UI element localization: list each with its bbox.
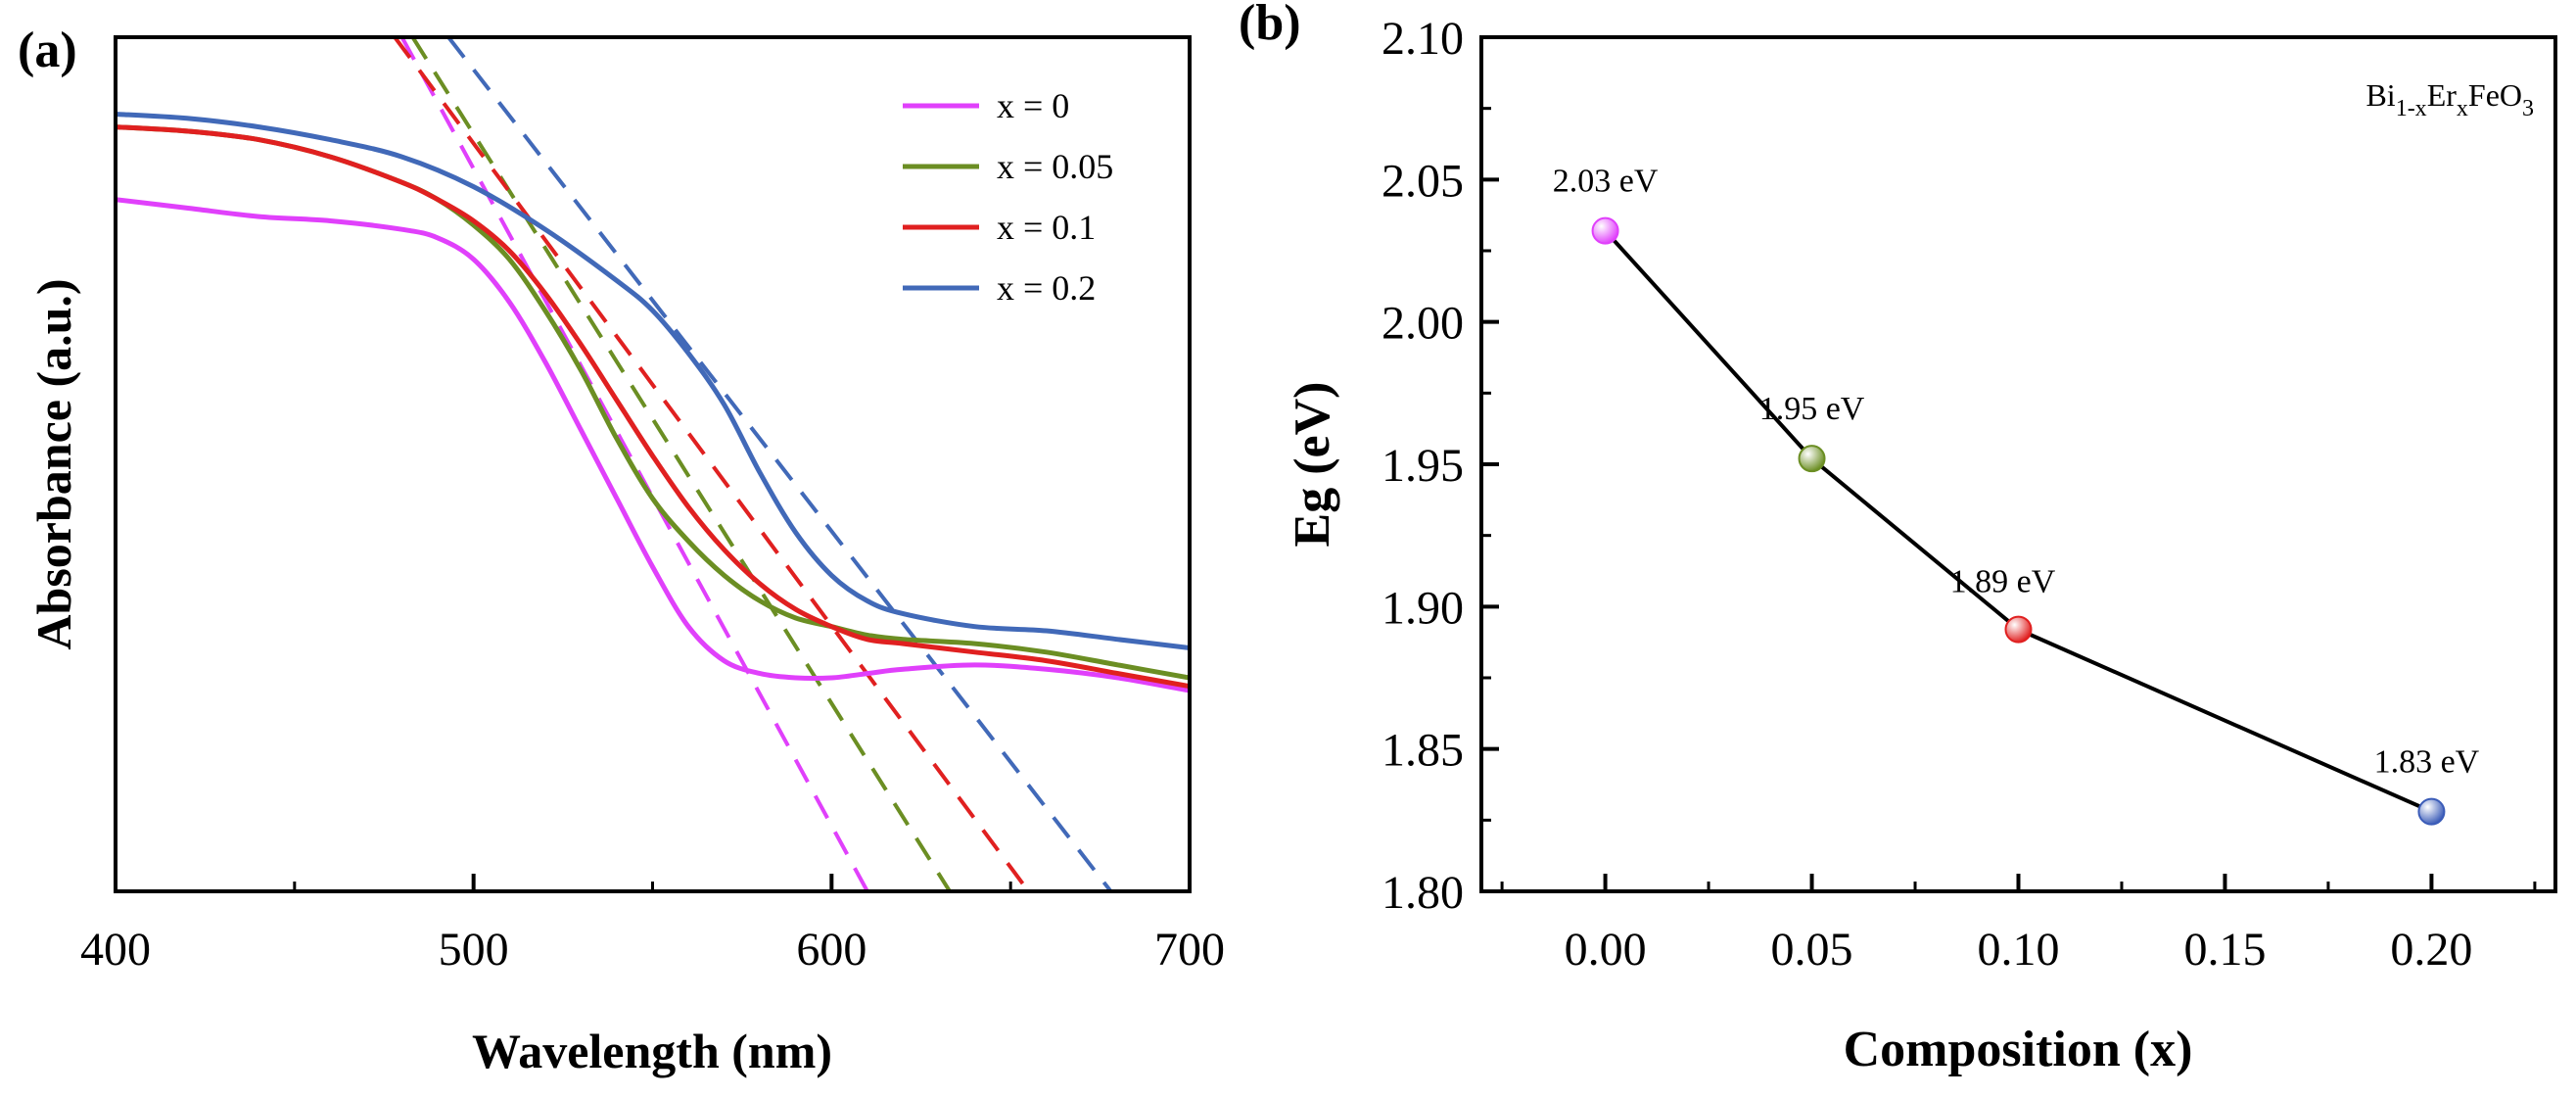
panel-b-plot: 2.03 eV 1.95 eV 1.89 eV 1.83 eV (1553, 164, 2480, 826)
eg-value-label-0: 2.03 eV (1553, 164, 1659, 200)
tangent-line-0 (399, 37, 869, 891)
eg-point-3 (2417, 797, 2446, 826)
legend-label-3: x = 0.2 (997, 268, 1096, 308)
b-x-tick-label-1: 0.05 (1771, 924, 1853, 976)
tangent-line-1 (410, 37, 952, 891)
b-y-tick-label-5: 2.05 (1382, 155, 1464, 207)
legend-label-0: x = 0 (997, 86, 1069, 125)
b-y-tick-label-2: 1.90 (1382, 582, 1464, 634)
panel-a-curves (116, 37, 1190, 891)
panel-a-x-axis-title: Wavelength (nm) (472, 1024, 832, 1078)
eg-point-0 (1591, 216, 1619, 245)
tangent-line-2 (393, 37, 1031, 891)
panel-b-label: (b) (1239, 0, 1301, 51)
b-y-tick-label-3: 1.95 (1382, 440, 1464, 492)
eg-value-label-1: 1.95 eV (1759, 391, 1865, 427)
panel-a-y-axis-title: Absorbance (a.u.) (26, 278, 81, 649)
panel-a: (a) 400 500 600 700 Wavelength (nm) Absorba… (18, 23, 1225, 1078)
panel-b-x-axis-title: Composition (x) (1844, 1022, 2193, 1077)
eg-line (1604, 229, 2433, 814)
b-x-tick-label-4: 0.20 (2390, 924, 2472, 976)
b-x-tick-label-2: 0.10 (1978, 924, 2060, 976)
b-y-tick-label-4: 2.00 (1382, 298, 1464, 350)
panel-b-x-ticks: 0.00 0.05 0.10 0.15 0.20 (1500, 874, 2537, 976)
panel-a-label: (a) (18, 23, 77, 78)
b-y-tick-label-6: 2.10 (1382, 13, 1464, 65)
legend-label-2: x = 0.1 (997, 208, 1096, 247)
a-x-tick-label-3: 700 (1154, 924, 1225, 976)
b-y-tick-label-1: 1.85 (1382, 725, 1464, 777)
panel-a-legend: x = 0 x = 0.05 x = 0.1 x = 0.2 (903, 86, 1113, 308)
a-x-tick-label-2: 600 (796, 924, 866, 976)
b-x-tick-label-0: 0.00 (1565, 924, 1647, 976)
a-x-tick-label-1: 500 (439, 924, 509, 976)
eg-point-2 (2004, 615, 2033, 644)
tangent-line-3 (446, 37, 1113, 891)
absorbance-curve-3 (116, 112, 1190, 650)
legend-label-1: x = 0.05 (997, 147, 1113, 186)
eg-value-label-2: 1.89 eV (1950, 564, 2056, 600)
panel-b: (b) 2.03 eV1.95 eV1.89 eV1.83 eV 0.00 0.0… (1239, 0, 2557, 1077)
panel-a-x-ticks: 400 500 600 700 (80, 874, 1225, 976)
panel-b-y-axis-title: Eg (eV) (1285, 382, 1340, 548)
panel-b-y-ticks: 1.80 1.85 1.90 1.95 2.00 2.05 2.10 (1382, 13, 1499, 919)
absorbance-curve-2 (116, 124, 1190, 690)
b-y-tick-label-0: 1.80 (1382, 867, 1464, 919)
b-x-tick-label-3: 0.15 (2183, 924, 2266, 976)
eg-value-label-3: 1.83 eV (2374, 744, 2480, 781)
eg-point-1 (1798, 445, 1826, 473)
absorbance-curve-0 (116, 197, 1190, 693)
a-x-tick-label-0: 400 (80, 924, 151, 976)
panel-b-formula: Bi1-xErxFeO3 (2365, 77, 2534, 121)
